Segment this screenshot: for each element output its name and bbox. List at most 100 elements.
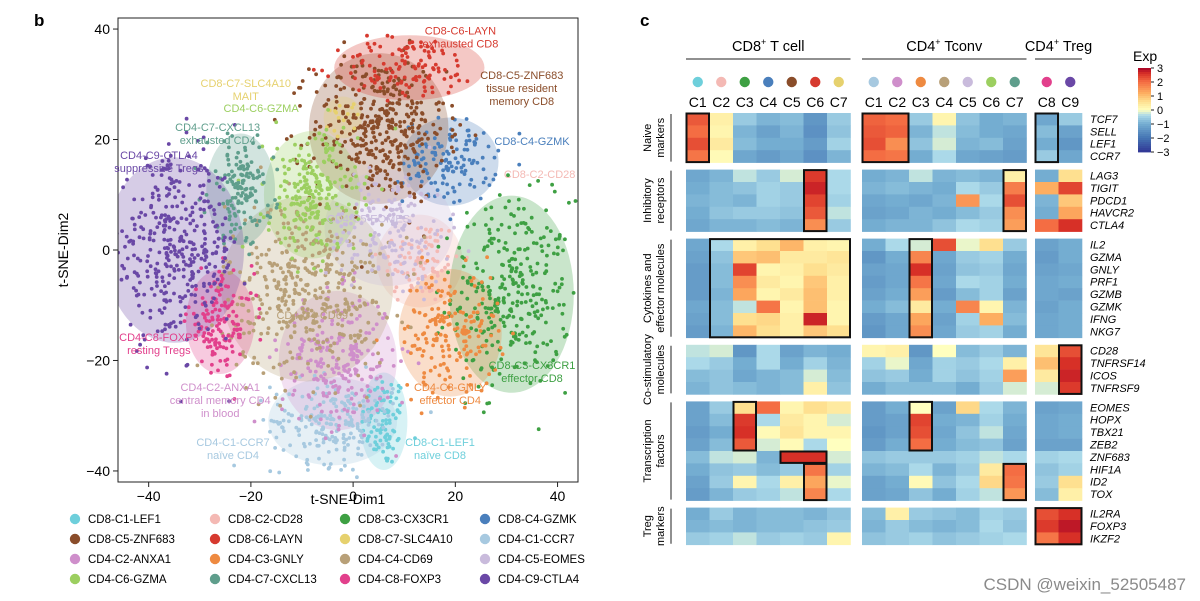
- scatter-point: [326, 450, 331, 454]
- scatter-point: [213, 307, 218, 312]
- legend-gradient-step: [1138, 86, 1151, 89]
- heat-cell: [1003, 475, 1027, 489]
- cluster-points-cd4-c4-cd69: [195, 159, 427, 419]
- scatter-point: [370, 298, 375, 303]
- scatter-point: [279, 287, 283, 292]
- scatter-point: [466, 128, 471, 133]
- row-group-label-line: receptors: [655, 177, 667, 223]
- scatter-point: [195, 363, 200, 368]
- scatter-point: [496, 249, 501, 254]
- scatter-point: [315, 340, 320, 344]
- scatter-point: [380, 187, 384, 192]
- scatter-point: [428, 319, 432, 324]
- scatter-point: [422, 48, 427, 53]
- scatter-point: [229, 222, 234, 227]
- heat-cell: [756, 507, 781, 521]
- scatter-point: [162, 298, 167, 303]
- heat-cell: [1058, 413, 1083, 427]
- scatter-point: [434, 132, 439, 137]
- scatter-point: [323, 83, 328, 88]
- legend-label-cd4-c7-cxcl13: CD4-C7-CXCL13: [228, 574, 317, 586]
- scatter-point: [467, 133, 471, 138]
- column-label: C5: [783, 94, 801, 110]
- scatter-point: [420, 149, 425, 154]
- heat-cell: [1035, 137, 1059, 151]
- scatter-point: [374, 146, 379, 151]
- scatter-point: [505, 315, 509, 320]
- scatter-point: [283, 277, 288, 282]
- scatter-point: [394, 454, 398, 458]
- scatter-point: [307, 270, 312, 274]
- annotation-line: suppressive Tregs: [114, 163, 204, 175]
- scatter-point: [365, 114, 370, 119]
- heat-cell: [827, 150, 851, 163]
- heat-cell: [956, 288, 980, 301]
- cluster-points-cd4-c5-eomes: [315, 145, 471, 302]
- scatter-point: [416, 256, 420, 260]
- heat-cell: [979, 520, 1004, 533]
- gene-label-ctla4: CTLA4: [1090, 220, 1124, 232]
- scatter-point: [382, 398, 386, 403]
- column-dot: [692, 76, 703, 88]
- scatter-point: [449, 75, 453, 80]
- group-header-sup: +: [761, 37, 766, 47]
- annotation-line: CD4-C7-CXCL13: [175, 122, 260, 134]
- scatter-point: [97, 255, 101, 259]
- scatter-point: [166, 142, 171, 146]
- scatter-point: [469, 326, 474, 331]
- scatter-point: [416, 281, 420, 285]
- scatter-point: [544, 269, 549, 274]
- scatter-point: [217, 269, 222, 274]
- heat-cell: [1058, 369, 1083, 383]
- heat-cell: [909, 182, 933, 195]
- heat-cell: [756, 206, 781, 220]
- heat-cell: [756, 288, 781, 301]
- scatter-point: [187, 183, 192, 187]
- scatter-point: [419, 58, 423, 63]
- scatter-point: [202, 331, 207, 335]
- scatter-point: [369, 106, 373, 111]
- scatter-point: [168, 298, 173, 303]
- highlight-box: [685, 112, 710, 164]
- scatter-point: [525, 324, 530, 329]
- scatter-point: [193, 166, 198, 171]
- annotation-line: tissue resident: [486, 83, 557, 95]
- scatter-point: [408, 325, 413, 330]
- heat-cell: [733, 313, 757, 326]
- scatter-point: [456, 160, 460, 165]
- scatter-point: [367, 331, 372, 335]
- scatter-point: [365, 213, 370, 218]
- scatter-point: [401, 161, 406, 166]
- scatter-point: [535, 344, 540, 349]
- legend-swatch-cd4-c9-ctla4: [479, 573, 491, 585]
- gene-label-tnfrsf14: TNFRSF14: [1090, 358, 1146, 370]
- heat-cell: [803, 194, 828, 208]
- scatter-point: [507, 199, 511, 204]
- scatter-point: [331, 159, 336, 163]
- heat-cell: [803, 219, 828, 232]
- scatter-point: [376, 68, 381, 73]
- scatter-point: [390, 117, 395, 122]
- row-group-label-0: Naivemarkers: [642, 117, 667, 157]
- scatter-point: [341, 230, 346, 235]
- scatter-point: [492, 155, 497, 160]
- scatter-point: [420, 65, 425, 70]
- scatter-point: [338, 87, 343, 92]
- scatter-point: [538, 236, 543, 241]
- scatter-point: [372, 135, 377, 140]
- scatter-point: [404, 83, 409, 87]
- scatter-point: [340, 263, 345, 268]
- heat-cell: [956, 313, 980, 326]
- scatter-point: [523, 300, 528, 304]
- heat-cell: [979, 369, 1004, 383]
- scatter-point: [378, 374, 383, 379]
- heat-cell: [803, 451, 828, 464]
- scatter-point: [487, 290, 491, 294]
- scatter-point: [288, 236, 293, 240]
- scatter-point: [325, 345, 330, 350]
- gene-label-gzmb: GZMB: [1090, 289, 1122, 301]
- heat-cell: [756, 488, 781, 501]
- scatter-point: [326, 108, 330, 112]
- scatter-point: [216, 368, 220, 373]
- column-label: C4: [935, 94, 953, 110]
